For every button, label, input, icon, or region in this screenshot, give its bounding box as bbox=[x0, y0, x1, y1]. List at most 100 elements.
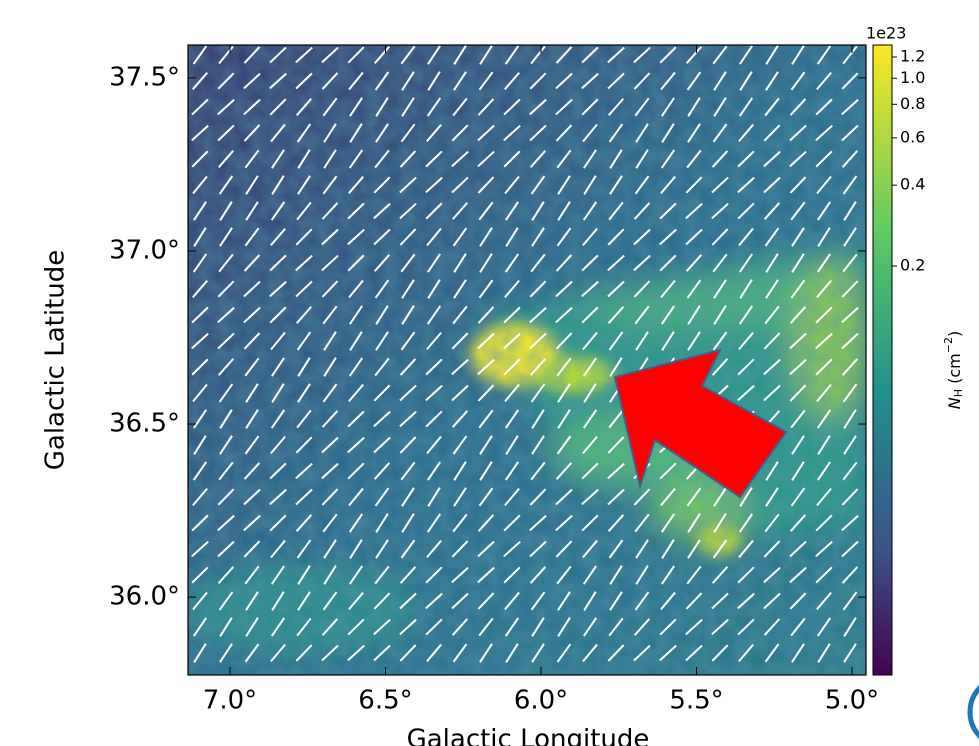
vector bbox=[583, 383, 597, 403]
vector bbox=[243, 488, 261, 506]
vector bbox=[505, 435, 519, 455]
vector bbox=[191, 332, 209, 350]
vector bbox=[269, 254, 287, 272]
vector bbox=[687, 539, 701, 559]
vector bbox=[295, 514, 313, 532]
vector bbox=[193, 643, 207, 663]
vector bbox=[375, 305, 389, 325]
vector bbox=[245, 409, 259, 429]
vector bbox=[348, 565, 364, 585]
vector bbox=[373, 228, 391, 246]
vector bbox=[243, 306, 261, 324]
vector bbox=[296, 98, 312, 116]
x-tick-label: 5.0° bbox=[825, 686, 879, 716]
vector bbox=[581, 280, 599, 298]
vector bbox=[479, 643, 493, 663]
vector bbox=[686, 71, 702, 91]
vector bbox=[349, 305, 363, 325]
vector bbox=[323, 149, 337, 169]
vector bbox=[452, 643, 468, 663]
vector bbox=[373, 618, 391, 636]
vector bbox=[607, 46, 625, 64]
vector bbox=[243, 514, 261, 532]
vector bbox=[321, 228, 339, 246]
vector bbox=[686, 149, 702, 169]
vector bbox=[503, 514, 521, 532]
vector bbox=[581, 46, 599, 64]
colorbar-tick-label: 0.2 bbox=[900, 255, 925, 274]
vector bbox=[609, 149, 623, 169]
vector bbox=[529, 514, 547, 532]
vector bbox=[347, 618, 365, 636]
vector bbox=[711, 176, 729, 194]
vector bbox=[191, 306, 209, 324]
vector bbox=[583, 149, 597, 169]
vector bbox=[297, 565, 311, 585]
vector bbox=[451, 618, 469, 636]
vector bbox=[659, 462, 677, 480]
vector bbox=[245, 383, 259, 403]
vector bbox=[763, 176, 781, 194]
vector bbox=[582, 435, 598, 455]
vector bbox=[555, 540, 573, 558]
vector bbox=[192, 617, 208, 637]
vector bbox=[505, 643, 519, 663]
column-density-map bbox=[188, 45, 866, 675]
vector bbox=[815, 514, 833, 532]
vector bbox=[529, 98, 547, 116]
vector bbox=[297, 149, 311, 169]
vector bbox=[219, 617, 233, 637]
vector bbox=[790, 409, 806, 429]
vector bbox=[763, 566, 781, 584]
vector bbox=[633, 254, 651, 272]
vector bbox=[529, 306, 547, 324]
vector bbox=[271, 149, 285, 169]
vector bbox=[478, 71, 494, 91]
x-tick-label: 6.0° bbox=[514, 686, 568, 716]
vector bbox=[451, 332, 469, 350]
vector bbox=[243, 332, 261, 350]
vector bbox=[764, 643, 780, 663]
vector bbox=[295, 462, 313, 480]
vector bbox=[426, 513, 442, 533]
vector bbox=[218, 45, 234, 65]
vector bbox=[244, 643, 260, 663]
vector bbox=[635, 331, 649, 351]
vector bbox=[686, 565, 702, 585]
vector bbox=[218, 383, 234, 403]
vector bbox=[816, 71, 832, 91]
vector bbox=[321, 410, 339, 428]
vector bbox=[217, 306, 235, 324]
vector bbox=[218, 175, 234, 195]
vector bbox=[712, 331, 728, 351]
vector bbox=[479, 253, 493, 273]
vector bbox=[738, 123, 754, 143]
vector bbox=[789, 124, 807, 142]
vector bbox=[687, 513, 701, 533]
vector bbox=[841, 488, 859, 506]
y-tick-label: 37.5° bbox=[109, 62, 180, 92]
colorbar-tick-label: 1.0 bbox=[900, 68, 925, 87]
vector bbox=[530, 253, 546, 273]
vector bbox=[373, 436, 391, 454]
vector bbox=[373, 410, 391, 428]
vector bbox=[738, 643, 754, 663]
colorbar-label: NH (cm−2) bbox=[942, 331, 965, 409]
vector bbox=[529, 566, 547, 584]
vector bbox=[765, 461, 779, 481]
vector bbox=[399, 566, 417, 584]
colorbar-offset: 1e23 bbox=[866, 24, 906, 43]
vector bbox=[375, 539, 389, 559]
vector bbox=[582, 227, 598, 247]
vector bbox=[478, 201, 494, 221]
vector bbox=[764, 305, 780, 325]
vector bbox=[503, 124, 521, 142]
vector bbox=[269, 280, 287, 298]
vector bbox=[192, 175, 208, 195]
vector bbox=[713, 97, 727, 117]
vector bbox=[477, 176, 495, 194]
vector bbox=[477, 306, 495, 324]
vector bbox=[348, 487, 364, 507]
vector bbox=[530, 45, 546, 65]
vector bbox=[711, 618, 729, 636]
